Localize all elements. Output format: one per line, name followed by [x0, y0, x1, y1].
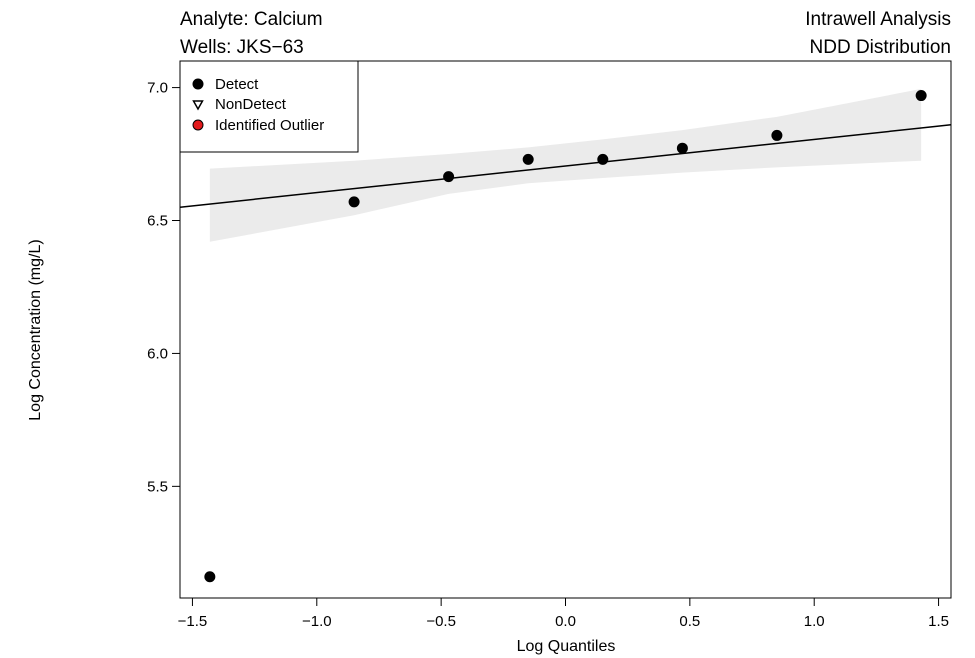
y-axis: 5.5 6.0 6.5 7.0 — [147, 80, 180, 495]
data-point-4 — [522, 153, 534, 165]
data-point-8 — [915, 90, 927, 102]
detect-legend-icon — [192, 78, 204, 90]
distribution-label: NDD Distribution — [810, 37, 951, 58]
outlier-legend-icon — [192, 119, 204, 131]
data-point-3 — [443, 171, 455, 183]
x-tick-label: −1.0 — [302, 613, 332, 630]
legend-box — [179, 60, 359, 153]
wells-label: Wells: JKS−63 — [180, 37, 304, 58]
data-point-7 — [771, 129, 783, 141]
x-axis-title: Log Quantiles — [517, 638, 616, 655]
data-point-1 — [204, 571, 216, 583]
x-tick-label: 0.5 — [679, 613, 700, 630]
x-tick-label: −1.5 — [178, 613, 208, 630]
x-tick-label: 1.5 — [928, 613, 949, 630]
legend: Detect NonDetect Identified Outlier — [179, 60, 359, 153]
data-points — [204, 90, 927, 583]
x-axis: −1.5 −1.0 −0.5 0.0 0.5 1.0 1.5 — [178, 598, 949, 630]
data-point-2 — [348, 196, 360, 208]
legend-outlier-label: Identified Outlier — [215, 117, 324, 134]
nondetect-legend-icon — [192, 100, 204, 111]
analyte-label: Analyte: Calcium — [180, 9, 323, 30]
y-tick-label: 5.5 — [147, 478, 168, 495]
data-point-6 — [676, 142, 688, 154]
y-axis-title: Log Concentration (mg/L) — [27, 239, 44, 420]
legend-detect-label: Detect — [215, 76, 259, 93]
x-tick-label: −0.5 — [426, 613, 456, 630]
analysis-label: Intrawell Analysis — [805, 9, 951, 30]
y-tick-label: 6.0 — [147, 345, 168, 362]
x-tick-label: 0.0 — [555, 613, 576, 630]
x-tick-label: 1.0 — [804, 613, 825, 630]
y-tick-label: 7.0 — [147, 80, 168, 97]
fit-line — [180, 124, 951, 208]
data-point-5 — [597, 153, 609, 165]
y-tick-label: 6.5 — [147, 213, 168, 230]
legend-nondetect-label: NonDetect — [215, 96, 287, 113]
